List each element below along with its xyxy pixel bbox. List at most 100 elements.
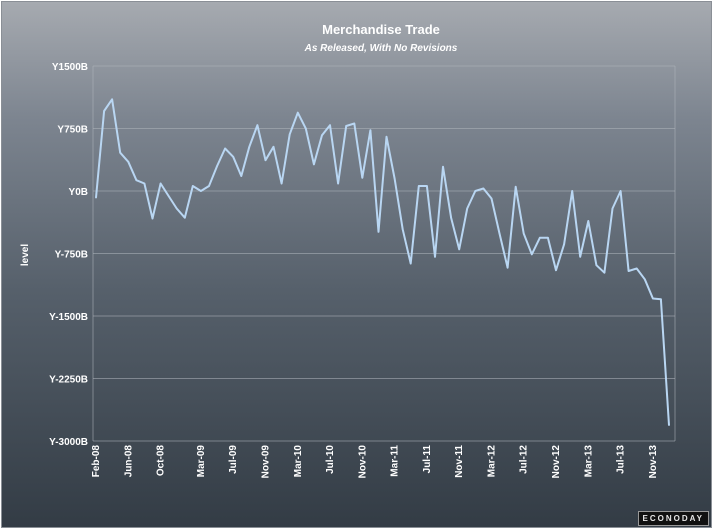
y-tick-label: Y-2250B (49, 375, 88, 386)
data-point (401, 228, 404, 231)
x-tick-label: Oct-08 (156, 445, 167, 477)
data-point (571, 190, 573, 192)
econoday-logo: ECONODAY (637, 511, 709, 526)
x-tick-label: Mar-13 (583, 445, 594, 478)
data-point (111, 98, 113, 101)
data-point (482, 187, 485, 190)
data-point (248, 146, 251, 148)
x-axis-ticks: Feb-08 Jun-08 Oct-08 Mar-09 Jul-09 Nov-09 Mar-… (91, 445, 659, 479)
data-point (627, 270, 630, 272)
data-point (329, 124, 331, 126)
x-tick-label: Feb-08 (91, 445, 102, 478)
y-tick-label: Y-3000B (49, 437, 88, 448)
data-point (555, 269, 557, 271)
data-point (264, 159, 267, 161)
data-point (175, 207, 178, 210)
gridlines (92, 65, 676, 442)
data-point (426, 185, 428, 187)
data-point (280, 182, 283, 185)
data-point (103, 110, 105, 112)
data-point (595, 264, 598, 266)
y-tick-label: Y750B (57, 125, 88, 136)
x-tick-label: Mar-12 (486, 445, 497, 478)
x-tick-label: Mar-10 (293, 445, 304, 478)
data-point (296, 111, 299, 114)
data-point (434, 256, 436, 258)
data-point (450, 216, 452, 219)
data-point (635, 267, 638, 270)
data-point (611, 207, 614, 210)
data-point (474, 190, 477, 192)
data-point (305, 127, 307, 130)
x-tick-label: Nov-11 (454, 445, 465, 478)
x-tick-label: Jul-12 (519, 445, 530, 474)
y-tick-label: Y-750B (55, 250, 88, 261)
data-point (135, 179, 138, 181)
data-point (498, 232, 501, 235)
data-point (579, 256, 582, 258)
data-point (95, 196, 97, 199)
data-point (539, 236, 541, 239)
data-point (547, 236, 549, 239)
data-point (506, 266, 509, 269)
data-point (458, 248, 460, 251)
x-tick-label: Mar-11 (390, 445, 401, 477)
x-tick-label: Jun-08 (123, 445, 134, 478)
data-point (490, 197, 493, 200)
x-tick-label: Nov-09 (260, 445, 271, 479)
data-point (619, 190, 622, 192)
y-tick-label: Y-1500B (49, 312, 88, 323)
data-point (393, 177, 396, 180)
x-tick-label: Nov-10 (357, 445, 368, 479)
data-point (361, 176, 364, 179)
data-point (442, 166, 444, 168)
data-point (660, 298, 662, 301)
data-point (587, 220, 590, 222)
series-group (95, 98, 670, 426)
data-point (313, 163, 315, 166)
chart-subtitle: As Released, With No Revisions (304, 43, 458, 54)
data-point (183, 216, 186, 219)
data-point (192, 185, 194, 187)
data-point (200, 190, 202, 192)
x-tick-label: Nov-12 (551, 445, 562, 479)
x-tick-label: Mar-09 (196, 445, 207, 478)
chart-title: Merchandise Trade (322, 22, 440, 37)
y-axis-ticks: Y1500B Y750B Y0B Y-750B Y-1500B Y-2250B Y-3000… (49, 62, 88, 448)
x-tick-label: Jul-13 (616, 445, 627, 474)
data-point (167, 195, 170, 197)
data-point (337, 182, 339, 185)
data-point (409, 262, 412, 265)
series-line-merchandise-trade (95, 98, 670, 426)
data-point (216, 165, 218, 167)
data-point (522, 232, 525, 235)
data-point (224, 147, 226, 150)
x-tick-label: Jul-11 (422, 445, 433, 474)
data-point (643, 278, 646, 281)
data-point (272, 146, 275, 148)
data-point (377, 231, 380, 233)
data-point (466, 207, 469, 210)
data-point (353, 122, 356, 125)
data-point (603, 271, 606, 274)
data-point (208, 185, 210, 187)
data-point (119, 151, 122, 154)
data-point (240, 175, 243, 177)
data-point (418, 185, 420, 187)
y-axis-label: level (20, 244, 31, 266)
x-tick-label: Jul-10 (325, 445, 336, 474)
data-point (159, 182, 162, 185)
data-point (143, 182, 146, 185)
data-point (232, 156, 234, 158)
data-point (151, 217, 154, 220)
data-point (668, 424, 670, 426)
data-point (514, 186, 517, 188)
y-tick-label: Y0B (69, 187, 88, 198)
data-point (256, 124, 259, 126)
data-point (127, 161, 130, 163)
data-point (531, 253, 533, 256)
data-point (563, 243, 565, 246)
data-point (369, 129, 372, 131)
y-tick-label: Y1500B (52, 62, 88, 73)
